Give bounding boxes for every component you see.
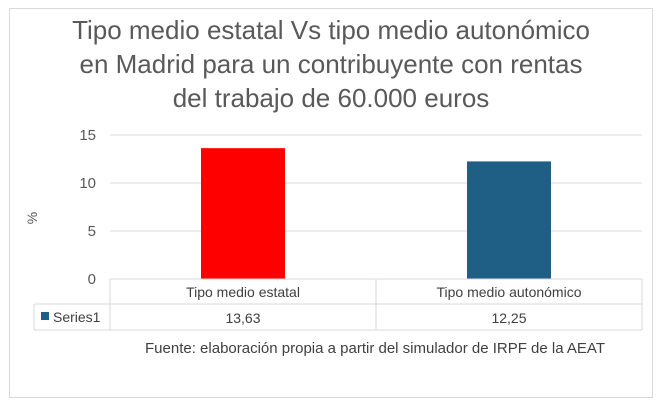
source-note: Fuente: elaboración propia a partir del … (145, 340, 605, 357)
chart-title-line-2: en Madrid para un contribuyente con rent… (79, 49, 583, 79)
data-table: Tipo medio estatal 13,63 Tipo medio autonó… (33, 278, 643, 331)
y-tick-label: 5 (88, 223, 96, 240)
gridlines (110, 134, 642, 232)
bars (201, 148, 551, 279)
y-tick-labels: 0 5 10 15 (79, 127, 96, 288)
y-tick-label: 10 (79, 175, 96, 192)
value-label: 13,63 (225, 310, 260, 326)
category-label: Tipo medio estatal (186, 284, 300, 300)
legend-entry: Series1 (53, 309, 101, 325)
y-tick-label: 15 (79, 127, 96, 144)
bar-1 (201, 148, 285, 279)
chart-title: Tipo medio estatal Vs tipo medio autonóm… (0, 13, 662, 115)
y-tick-label: 0 (88, 271, 96, 288)
legend-swatch (41, 312, 49, 320)
chart-title-line-3: del trabajo de 60.000 euros (172, 83, 490, 113)
value-label: 12,25 (491, 310, 526, 326)
bar-2 (467, 161, 551, 279)
category-label: Tipo medio autonómico (436, 284, 581, 300)
chart-title-line-1: Tipo medio estatal Vs tipo medio autonóm… (72, 15, 590, 45)
